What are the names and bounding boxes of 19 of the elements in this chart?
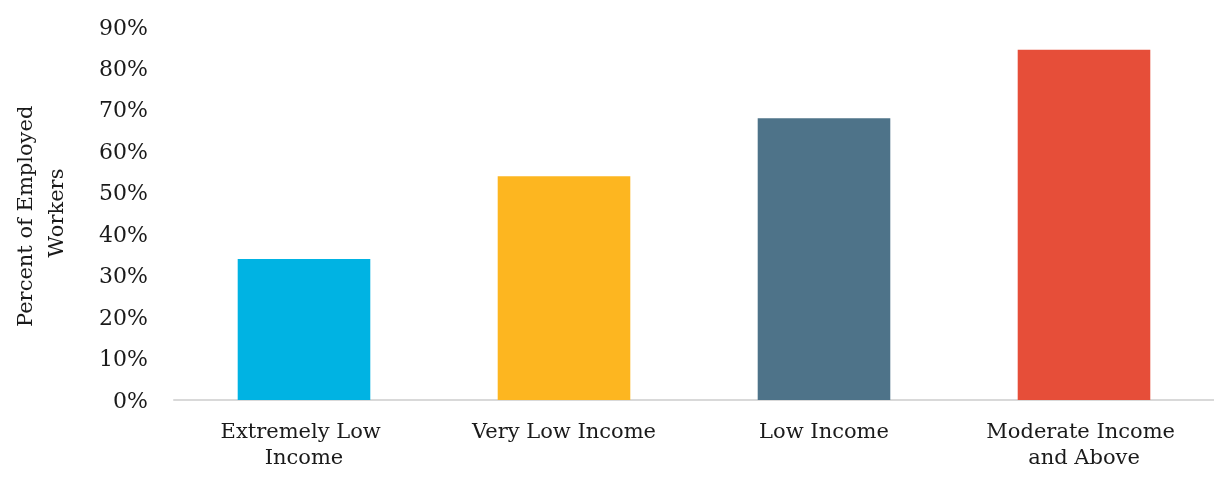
y-axis-title: Percent of Employed Workers bbox=[12, 98, 68, 328]
y-tick-label: 60% bbox=[99, 138, 148, 164]
y-tick-label: 20% bbox=[99, 304, 148, 330]
x-tick-label: Very Low Income bbox=[470, 419, 657, 443]
y-tick-label: 10% bbox=[99, 346, 148, 372]
y-tick-label: 50% bbox=[99, 180, 148, 206]
x-tick-label: Low Income bbox=[759, 419, 889, 443]
y-tick-label: 0% bbox=[113, 387, 148, 413]
bar bbox=[757, 118, 891, 400]
bar bbox=[497, 176, 631, 400]
y-tick-label: 90% bbox=[99, 14, 148, 40]
x-tick-label: Moderate Income and Above bbox=[986, 419, 1182, 469]
y-tick-label: 40% bbox=[99, 221, 148, 247]
bar bbox=[1017, 49, 1151, 400]
y-tick-label: 80% bbox=[99, 55, 148, 81]
x-tick-label: Extremely Low Income bbox=[220, 419, 388, 469]
y-tick-label: 30% bbox=[99, 263, 148, 289]
bar bbox=[237, 259, 371, 400]
y-tick-label: 70% bbox=[99, 97, 148, 123]
